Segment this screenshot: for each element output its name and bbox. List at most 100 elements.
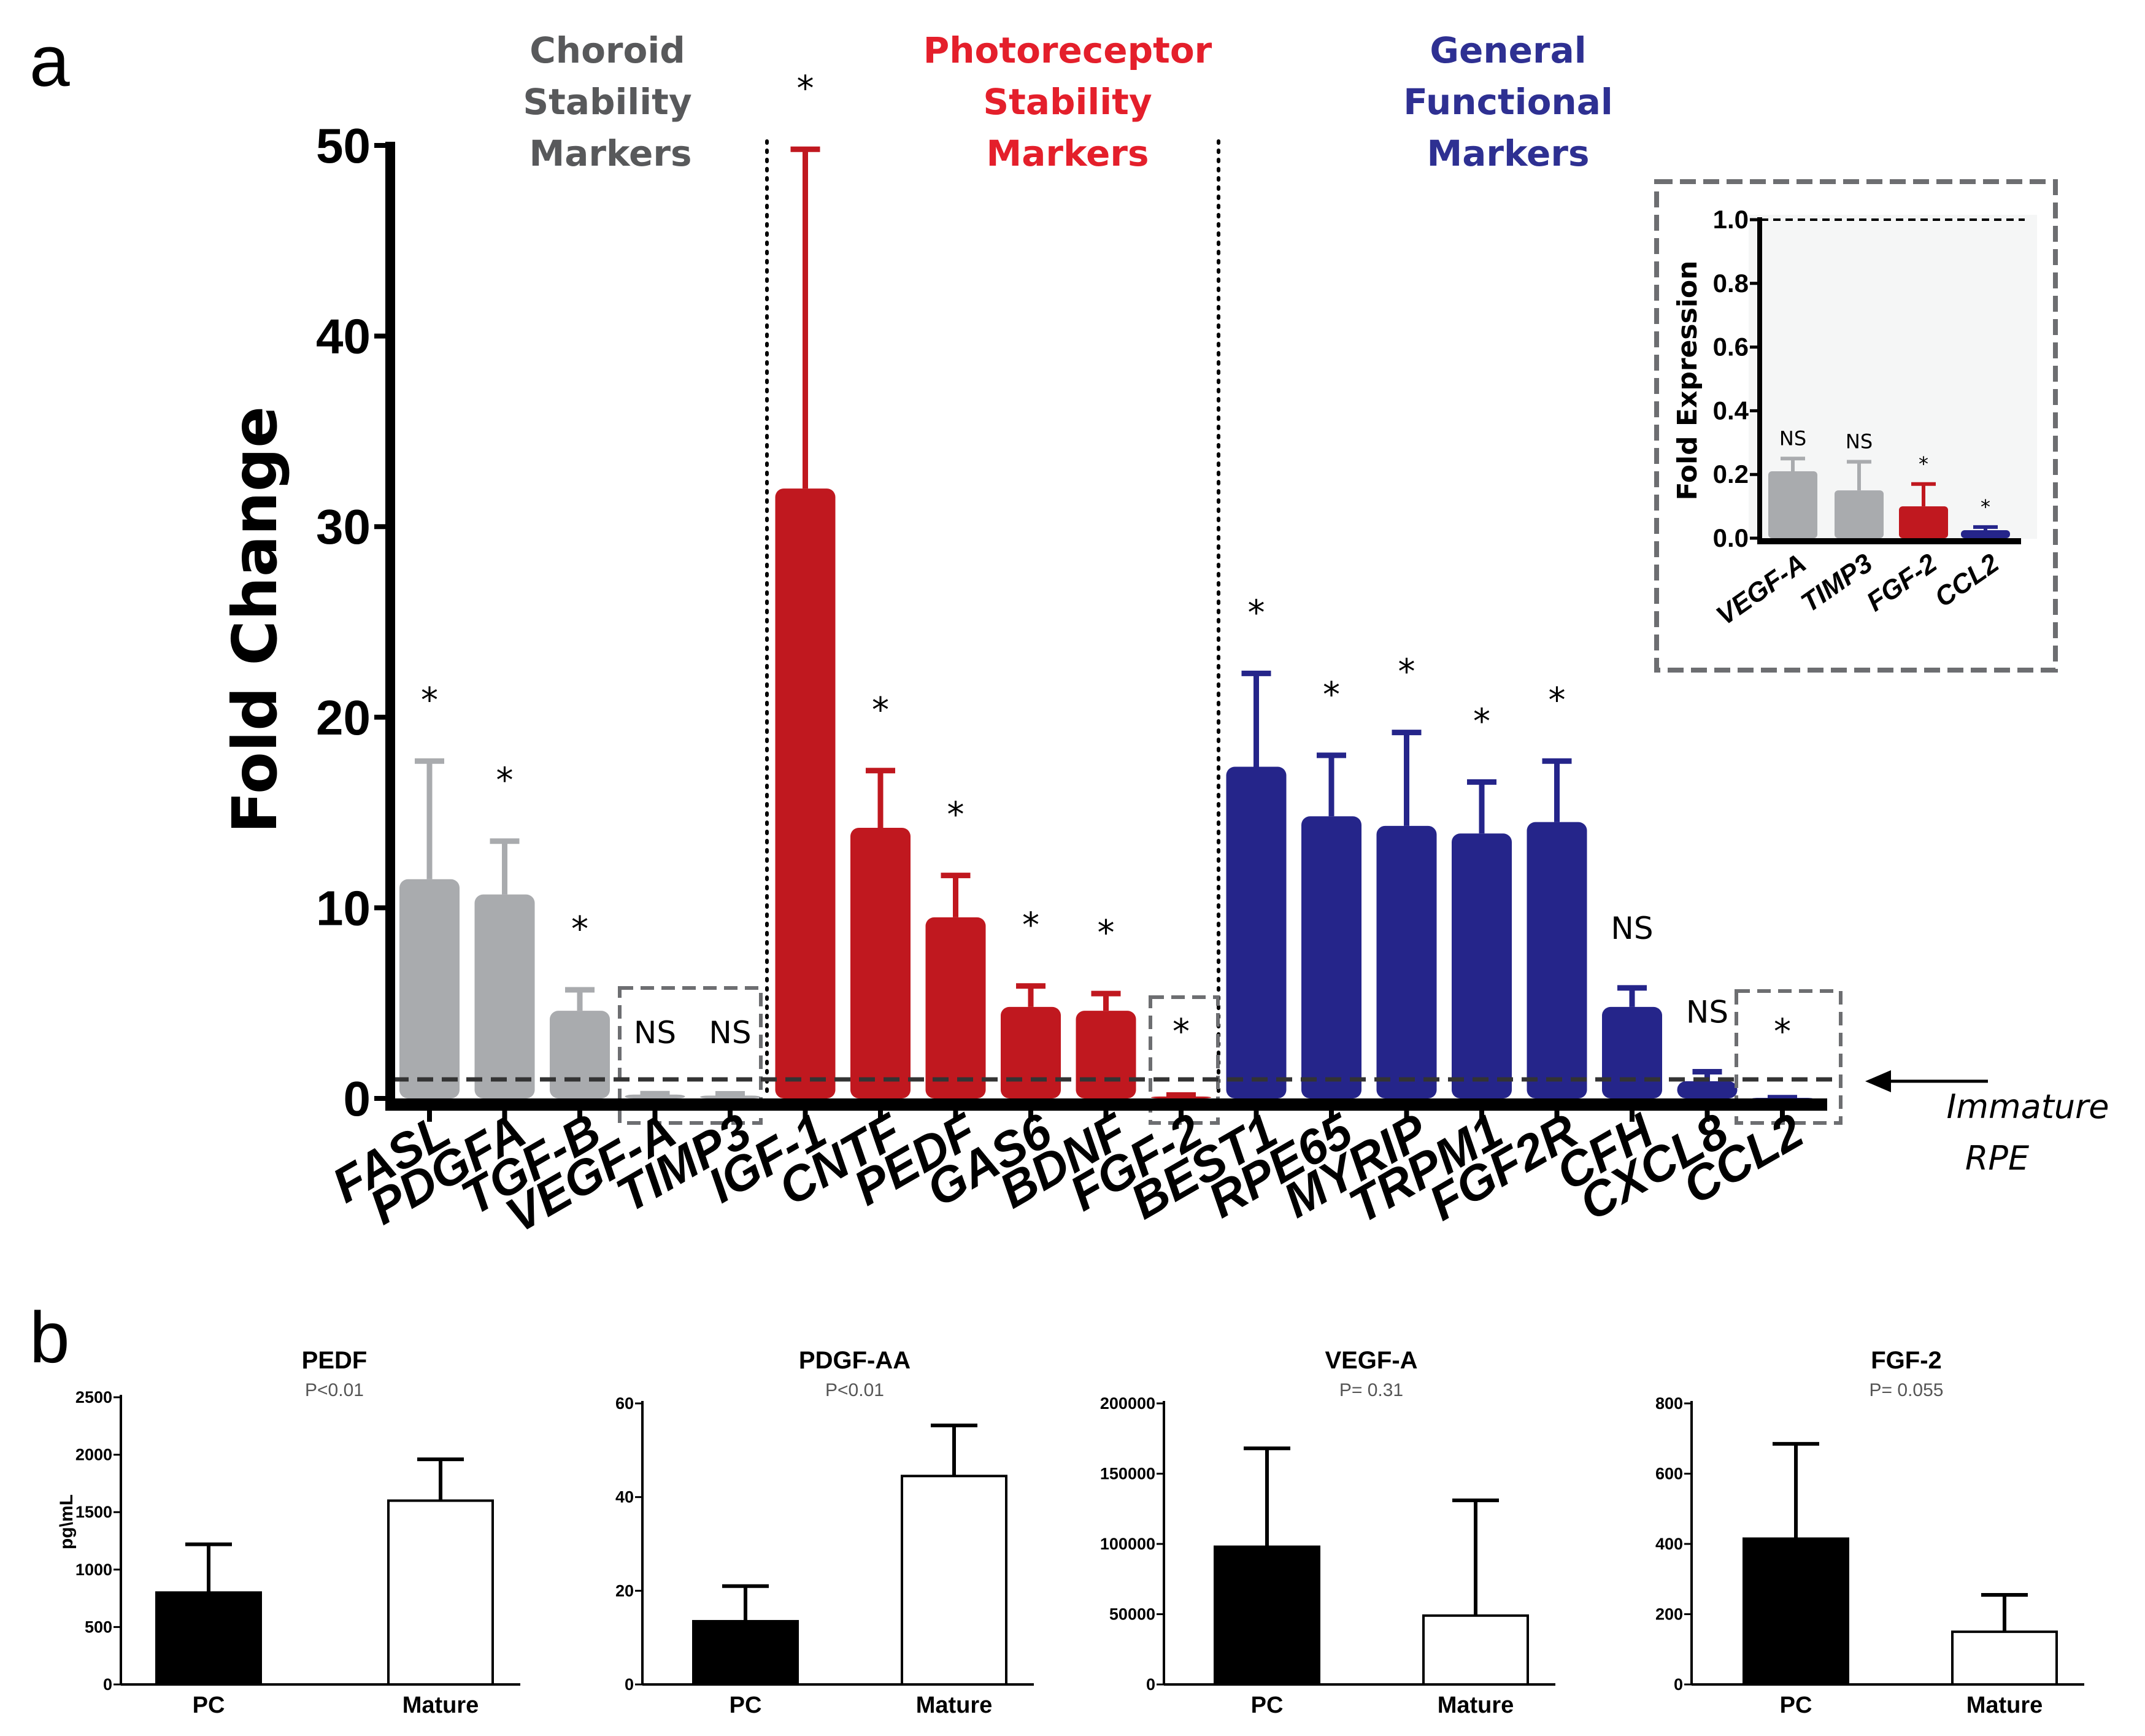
- significance-label: *: [1774, 1012, 1791, 1052]
- y-tick-label: 1500: [75, 1503, 112, 1521]
- p-value-label: P= 0.31: [1339, 1380, 1403, 1400]
- significance-label: NS: [1686, 995, 1728, 1030]
- inset-significance-label: NS: [1846, 430, 1873, 453]
- immature-label: Immature: [1946, 1087, 2109, 1126]
- chart-title: PEDF: [302, 1347, 368, 1374]
- y-tick-label: 60: [615, 1394, 634, 1413]
- y-tick-label: 2500: [75, 1388, 112, 1406]
- inset-y-tick-label: 0.2: [1713, 460, 1749, 488]
- bar: [925, 917, 986, 1098]
- y-tick-label: 0: [1146, 1675, 1155, 1694]
- group-header-line: General: [1430, 29, 1586, 71]
- y-tick-label: 400: [1655, 1535, 1683, 1553]
- y-axis-title: Fold Change: [219, 406, 291, 833]
- y-tick-label: 1000: [75, 1560, 112, 1579]
- bar: [1677, 1081, 1738, 1098]
- group-header-line: Choroid: [530, 29, 685, 71]
- bar-chart-vegfa: VEGF-A P= 0.31 PC Mature 0 50000 100000 150000 2…: [1100, 1347, 1555, 1718]
- inset-bar: [1961, 530, 2010, 538]
- y-tick-label: 0: [344, 1071, 371, 1126]
- x-axis: [385, 1098, 1827, 1111]
- rpe-label: RPE: [1965, 1139, 2030, 1178]
- y-tick-label: 40: [615, 1488, 634, 1506]
- inset-y-tick-label: 1.0: [1713, 205, 1749, 234]
- bar: [1527, 822, 1587, 1098]
- group-header-line: Stability: [983, 81, 1152, 123]
- y-tick-label: 0: [103, 1675, 112, 1694]
- chart-title: VEGF-A: [1325, 1347, 1417, 1374]
- panel-a-letter: a: [29, 21, 70, 102]
- p-value-label: P<0.01: [305, 1380, 364, 1400]
- bar: [700, 1095, 760, 1098]
- x-category-label: PC: [1251, 1692, 1284, 1718]
- y-tick-label: 0: [1674, 1675, 1683, 1694]
- y-tick-label: 40: [316, 309, 371, 364]
- bar: [550, 1011, 610, 1098]
- low-expression-box: [1735, 989, 1843, 1125]
- inset-significance-label: *: [1919, 452, 1928, 476]
- significance-label: *: [571, 909, 588, 949]
- y-tick-label: 50: [316, 118, 371, 173]
- x-category-label: PC: [730, 1692, 762, 1718]
- significance-label: *: [1473, 701, 1490, 741]
- y-tick-label: 500: [85, 1618, 112, 1636]
- significance-label: *: [421, 681, 438, 720]
- significance-label: *: [797, 69, 814, 109]
- inset-y-tick-label: 0.6: [1713, 333, 1749, 361]
- y-tick-label: 0: [625, 1675, 634, 1694]
- significance-label: *: [1549, 681, 1566, 720]
- bar: [775, 488, 836, 1098]
- significance-label: *: [1323, 675, 1340, 715]
- x-category-label: Mature: [1438, 1692, 1514, 1718]
- group-header-line: Functional: [1403, 81, 1612, 123]
- inset-bar: [1899, 506, 1948, 538]
- inset-x-axis: [1757, 538, 2021, 544]
- bar: [474, 894, 535, 1098]
- inset-y-tick-label: 0.0: [1713, 523, 1749, 552]
- bar-chart-pedf: PEDF P<0.01 PC Mature 0 500 1000 1500 2000 2500 pg…: [56, 1347, 520, 1718]
- bar: [1602, 1006, 1662, 1098]
- y-tick-label: 20: [615, 1581, 634, 1600]
- chart-title: PDGF-AA: [799, 1347, 911, 1374]
- bar: [1422, 1614, 1529, 1686]
- inset-y-axis: [1757, 217, 1762, 544]
- group-header-general: General Functional Markers: [1403, 29, 1612, 174]
- significance-label: *: [1022, 906, 1039, 946]
- y-tick-label: 100000: [1100, 1535, 1155, 1553]
- significance-label: *: [1248, 593, 1265, 633]
- y-tick-label: 2000: [75, 1446, 112, 1464]
- inset-y-tick-label: 0.8: [1713, 269, 1749, 298]
- bar: [387, 1499, 494, 1686]
- bar: [692, 1619, 799, 1686]
- x-category-label: Mature: [916, 1692, 993, 1718]
- bar: [1001, 1006, 1061, 1098]
- significance-label: NS: [1611, 911, 1653, 946]
- x-category-label: PC: [1780, 1692, 1812, 1718]
- group-header-line: Markers: [530, 133, 692, 174]
- group-header-line: Stability: [523, 81, 691, 123]
- group-header-line: Markers: [1427, 133, 1590, 174]
- significance-label: *: [1098, 913, 1115, 953]
- p-value-label: P= 0.055: [1870, 1380, 1944, 1400]
- bar: [1452, 833, 1512, 1098]
- x-category-label: PC: [193, 1692, 225, 1718]
- inset-bar-chart: NS NS**0.00.20.40.60.81.0VEGF-ATIMP3FGF-2…: [1654, 179, 2058, 673]
- y-tick-label: 20: [316, 690, 371, 745]
- y-tick-label: 800: [1655, 1394, 1683, 1413]
- inset-significance-label: *: [1981, 495, 1990, 519]
- panel-b-letter: b: [29, 1297, 70, 1378]
- bar: [1226, 766, 1287, 1098]
- significance-label: NS: [709, 1015, 751, 1051]
- y-tick-label: 600: [1655, 1465, 1683, 1483]
- low-expression-box: [1149, 995, 1220, 1125]
- group-header-photoreceptor: Photoreceptor Stability Markers: [923, 29, 1212, 174]
- p-value-label: P<0.01: [825, 1380, 884, 1400]
- bar: [1743, 1537, 1849, 1686]
- y-axis-title: pg\mL: [56, 1494, 77, 1549]
- inset-bar: [1768, 471, 1817, 538]
- bar: [625, 1094, 685, 1098]
- group-header-line: Photoreceptor: [923, 29, 1212, 71]
- inset-y-tick-label: 0.4: [1713, 396, 1749, 425]
- significance-label: *: [1398, 652, 1415, 692]
